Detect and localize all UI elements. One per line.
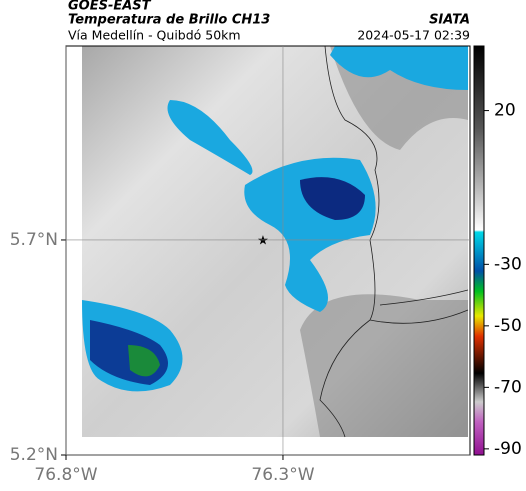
lon-tick-label: 76.8°W <box>34 465 97 485</box>
colorbar-tick-label: -30 <box>494 254 522 274</box>
colorbar-tick-label: -50 <box>494 316 522 336</box>
colorbar-tick-label: -70 <box>494 377 522 397</box>
subtitle: Temperatura de Brillo CH13 <box>68 13 270 28</box>
route: Vía Medellín - Quibdó 50km <box>68 28 241 43</box>
imagery <box>82 45 469 438</box>
colorbar-tick-label: -90 <box>494 439 522 459</box>
colorbar <box>473 45 485 456</box>
location-star: ★ <box>257 234 269 249</box>
title: GOES-EAST <box>68 0 152 14</box>
timestamp: 2024-05-17 02:39 <box>357 28 470 43</box>
source: SIATA <box>429 13 470 28</box>
lat-tick-label: 5.2°N <box>10 445 58 465</box>
lat-tick-label: 5.7°N <box>10 230 58 250</box>
lon-tick-label: 76.3°W <box>251 465 314 485</box>
colorbar-tick-label: 20 <box>494 101 516 121</box>
